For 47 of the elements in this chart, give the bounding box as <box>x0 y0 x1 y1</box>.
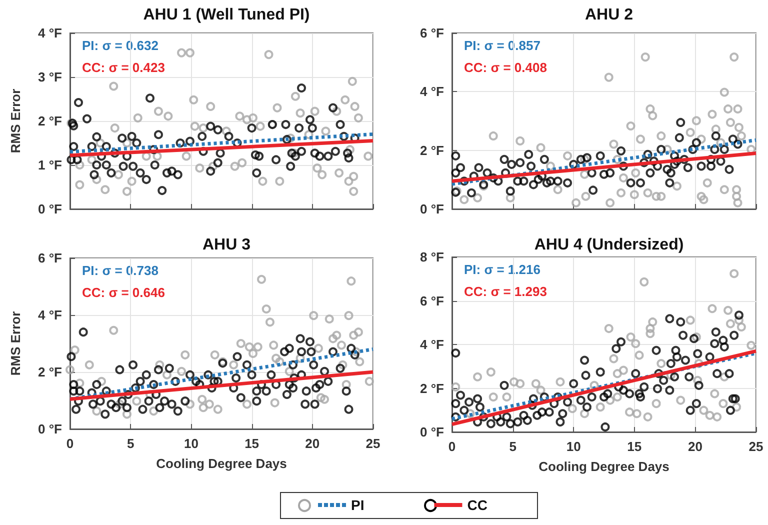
x-tick-label: 20 <box>305 436 320 451</box>
x-tick-label: 10 <box>184 436 198 451</box>
chart-title: AHU 1 (Well Tuned PI) <box>143 6 310 24</box>
x-tick-label: 0 <box>448 439 456 454</box>
y-tick-label: 2 °F <box>420 380 444 396</box>
annotation: PI: σ = 0.738 <box>82 263 158 278</box>
legend-label: PI <box>351 497 364 513</box>
chart-title: AHU 3 <box>202 236 251 254</box>
y-tick-label: 1 °F <box>38 158 62 172</box>
x-tick-label: 15 <box>627 439 642 454</box>
y-axis-title: RMS Error <box>8 311 23 376</box>
y-axis-title: RMS Error <box>8 88 23 154</box>
x-axis-title: Cooling Degree Days <box>156 456 287 471</box>
y-tick-label: 8 °F <box>420 250 444 264</box>
annotation: PI: σ = 0.632 <box>82 38 158 53</box>
y-tick-label: 6 °F <box>420 293 444 308</box>
x-tick-label: 5 <box>126 436 134 451</box>
y-tick-label: 2 °F <box>420 142 444 158</box>
chart-title: AHU 2 <box>584 6 634 24</box>
y-tick-label: 0 °F <box>38 202 62 216</box>
annotation: CC: σ = 0.423 <box>82 60 165 75</box>
x-tick-label: 20 <box>688 439 702 454</box>
x-tick-label: 5 <box>509 439 516 454</box>
annotation: CC: σ = 0.646 <box>82 285 165 300</box>
x-tick-label: 15 <box>244 436 260 451</box>
x-tick-label: 25 <box>748 439 764 454</box>
y-tick-label: 0 °F <box>38 422 62 436</box>
y-tick-label: 6 °F <box>420 26 444 40</box>
x-tick-label: 10 <box>566 439 581 454</box>
annotation: PI: σ = 1.216 <box>464 262 540 277</box>
y-tick-label: 3 °F <box>38 70 62 84</box>
y-tick-label: 6 °F <box>38 250 62 266</box>
y-tick-label: 4 °F <box>420 337 444 352</box>
y-tick-label: 4 °F <box>38 26 62 40</box>
y-tick-label: 2 °F <box>38 364 62 380</box>
x-axis-title: Cooling Degree Days <box>538 459 670 474</box>
y-tick-label: 0 °F <box>420 424 444 440</box>
annotation: CC: σ = 0.408 <box>464 60 547 75</box>
y-tick-label: 4 °F <box>420 84 444 100</box>
legend-label: CC <box>467 497 488 513</box>
annotation: CC: σ = 1.293 <box>464 284 547 299</box>
y-tick-label: 4 °F <box>38 308 62 322</box>
x-tick-label: 25 <box>366 436 380 451</box>
y-tick-label: 2 °F <box>38 114 62 128</box>
x-tick-label: 0 <box>66 436 74 451</box>
y-tick-label: 0 °F <box>420 202 444 216</box>
chart-title: AHU 4 (Undersized) <box>534 236 684 254</box>
